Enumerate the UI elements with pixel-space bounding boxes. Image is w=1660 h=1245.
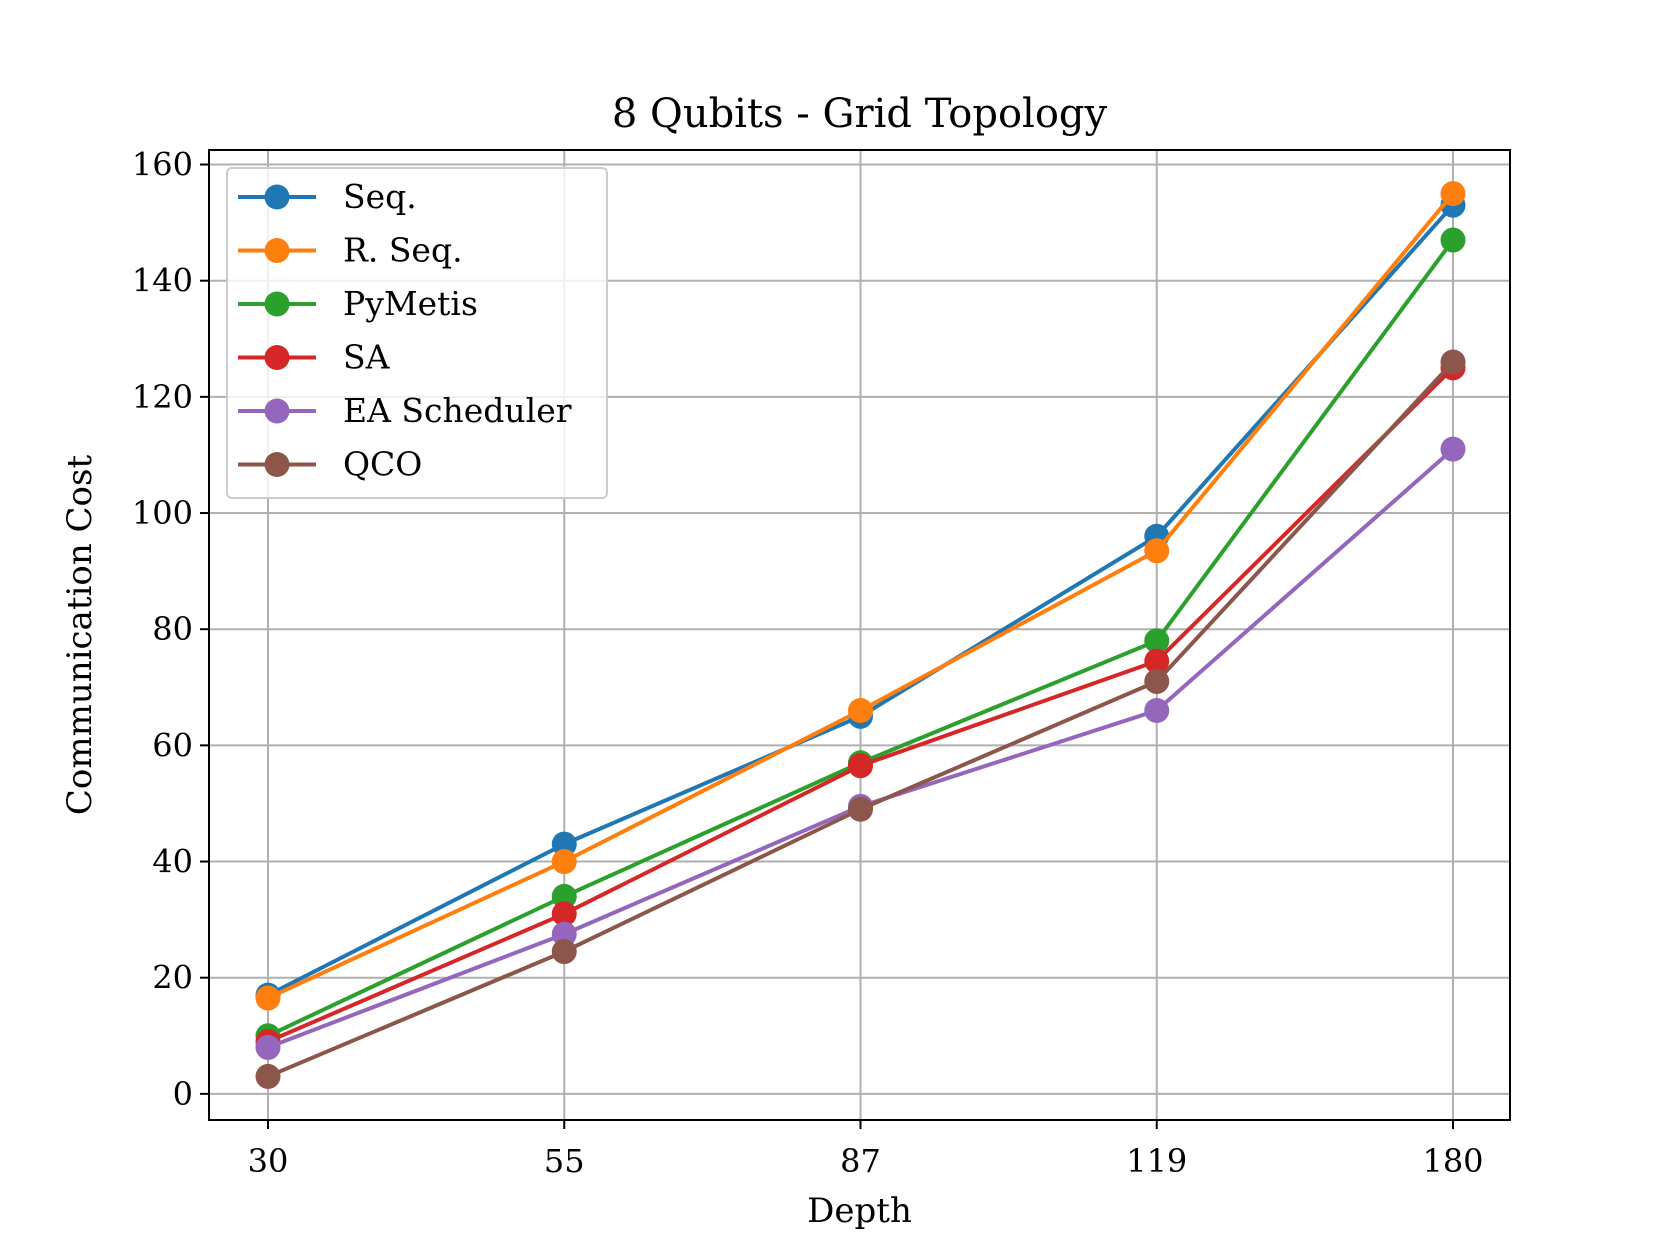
data-point-pymetis <box>1440 227 1466 253</box>
y-tick-label: 100 <box>132 494 193 532</box>
legend-label: SA <box>343 338 391 377</box>
data-point-ea-scheduler <box>551 921 577 947</box>
y-tick-label: 80 <box>152 610 193 648</box>
grid-lines <box>209 150 1510 1120</box>
legend-marker <box>264 184 290 210</box>
y-axis-label: Communication Cost <box>60 455 100 816</box>
data-point-r-seq <box>1144 538 1170 564</box>
data-point-qco <box>551 939 577 965</box>
axis-ticks: 30 55 87 119 180 0 20 40 60 80 100 120 140 160 <box>132 146 1484 1180</box>
legend-label: PyMetis <box>343 284 478 323</box>
data-point-sa <box>1144 648 1170 674</box>
data-point-qco <box>1440 349 1466 375</box>
legend-item-ea-scheduler: EA Scheduler <box>238 391 572 430</box>
data-point-ea-scheduler <box>1144 698 1170 724</box>
legend-item-seq: Seq. <box>238 177 417 216</box>
legend-item-sa: SA <box>238 338 391 377</box>
y-tick-label: 40 <box>152 843 193 881</box>
legend-item-r-seq: R. Seq. <box>238 231 463 270</box>
data-point-qco <box>1144 668 1170 694</box>
legend-marker <box>264 238 290 263</box>
x-tick-label: 87 <box>840 1142 881 1180</box>
x-tick-label: 180 <box>1422 1142 1483 1180</box>
chart-title: 8 Qubits - Grid Topology <box>612 91 1108 137</box>
data-point-sa <box>551 901 577 927</box>
y-tick-label: 120 <box>132 378 193 416</box>
data-point-seq <box>551 831 577 857</box>
legend-label: QCO <box>343 445 422 484</box>
legend-marker <box>264 345 290 370</box>
data-point-sa <box>848 753 873 779</box>
data-point-r-seq <box>255 985 281 1011</box>
x-axis-label: Depth <box>807 1191 912 1231</box>
y-tick-label: 0 <box>173 1075 193 1113</box>
series-r-seq <box>255 181 1466 1011</box>
legend-marker <box>264 291 290 317</box>
series-qco <box>255 349 1466 1089</box>
data-point-pymetis <box>551 883 577 909</box>
y-tick-label: 20 <box>152 959 193 997</box>
data-point-pymetis <box>1144 628 1170 654</box>
x-tick-label: 119 <box>1126 1142 1187 1180</box>
series-layer <box>255 181 1466 1089</box>
y-tick-label: 140 <box>132 262 193 300</box>
x-tick-label: 55 <box>544 1142 585 1180</box>
legend-item-qco: QCO <box>238 445 422 484</box>
legend: Seq. R. Seq. PyMetis SA EA Scheduler QCO <box>226 167 608 499</box>
data-point-ea-scheduler <box>255 1034 281 1060</box>
y-tick-label: 160 <box>132 146 193 184</box>
y-tick-label: 60 <box>152 726 193 764</box>
data-point-ea-scheduler <box>1440 436 1466 462</box>
legend-box <box>226 167 608 499</box>
legend-marker <box>264 398 290 424</box>
data-point-r-seq <box>1440 181 1466 207</box>
data-point-qco <box>848 796 873 822</box>
data-point-qco <box>255 1063 281 1089</box>
legend-label: EA Scheduler <box>343 391 572 430</box>
legend-marker <box>264 452 290 477</box>
legend-label: Seq. <box>343 177 417 216</box>
data-point-r-seq <box>551 849 577 875</box>
legend-item-pymetis: PyMetis <box>238 284 478 323</box>
data-point-r-seq <box>848 698 873 724</box>
x-tick-label: 30 <box>248 1142 289 1180</box>
legend-label: R. Seq. <box>343 231 463 270</box>
